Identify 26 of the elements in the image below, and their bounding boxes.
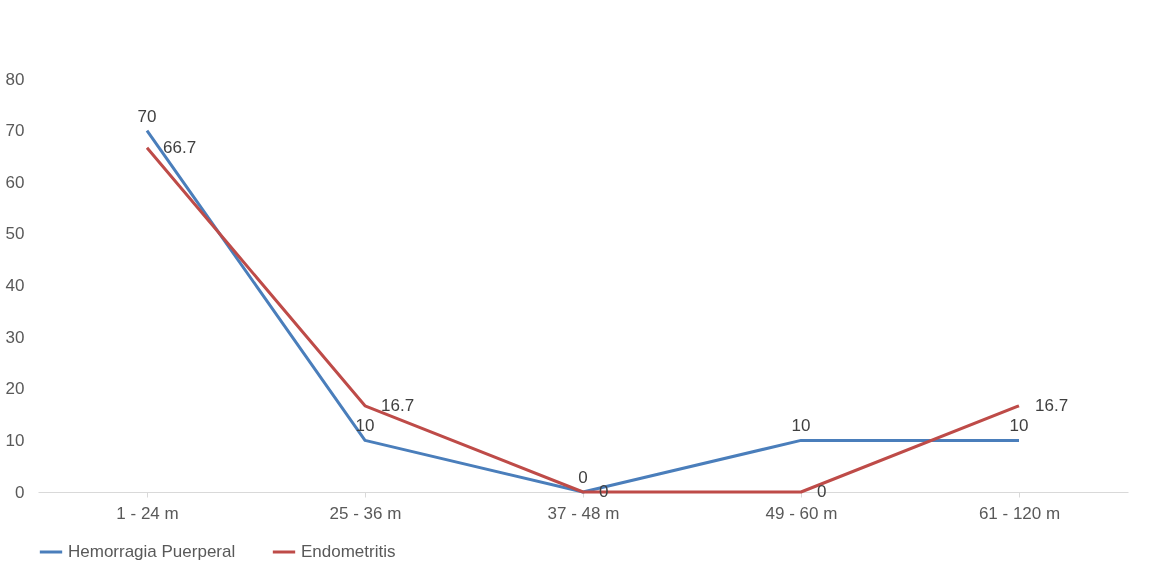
x-tick-label: 49 - 60 m bbox=[765, 503, 838, 523]
legend-label: Endometritis bbox=[301, 542, 396, 561]
data-label: 0 bbox=[599, 482, 609, 501]
data-label: 0 bbox=[817, 482, 827, 501]
data-label: 66.7 bbox=[163, 137, 197, 157]
data-label: 70 bbox=[137, 106, 157, 126]
x-tick-label: 1 - 24 m bbox=[116, 503, 179, 523]
data-label: 10 bbox=[355, 416, 375, 436]
y-tick-label: 20 bbox=[5, 379, 25, 399]
data-label: 10 bbox=[1009, 416, 1029, 436]
data-label: 16.7 bbox=[1035, 395, 1069, 415]
x-tick-label: 37 - 48 m bbox=[547, 503, 620, 523]
y-tick-label: 40 bbox=[5, 276, 25, 295]
data-label: 0 bbox=[578, 468, 588, 487]
y-tick-label: 70 bbox=[5, 121, 25, 141]
legend-label: Hemorragia Puerperal bbox=[68, 542, 236, 561]
y-tick-label: 80 bbox=[5, 69, 25, 89]
y-tick-label: 50 bbox=[5, 224, 25, 244]
y-tick-label: 60 bbox=[5, 172, 25, 192]
x-tick-label: 61 - 120 m bbox=[978, 503, 1061, 523]
x-tick-label: 25 - 36 m bbox=[329, 503, 402, 523]
y-tick-label: 0 bbox=[15, 482, 25, 502]
data-label: 10 bbox=[791, 416, 811, 436]
data-label: 16.7 bbox=[381, 395, 415, 415]
y-tick-label: 10 bbox=[5, 430, 25, 450]
y-tick-label: 30 bbox=[5, 327, 25, 347]
